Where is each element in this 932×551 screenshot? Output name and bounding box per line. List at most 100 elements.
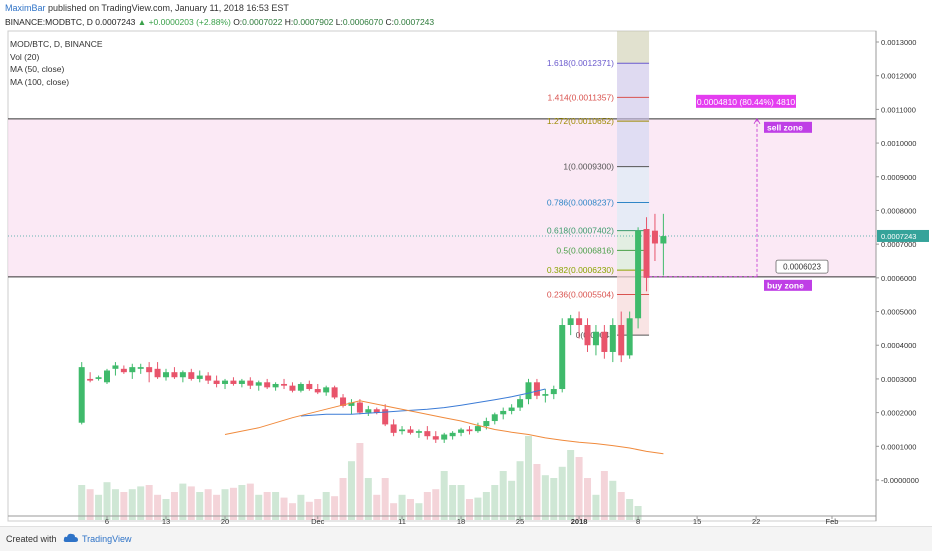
volume-bar: [246, 483, 254, 520]
fib-level-label: 1(0.0009300): [563, 162, 614, 172]
fib-band-3: [617, 166, 650, 231]
candle-body: [592, 331, 599, 346]
candle-body: [542, 394, 549, 396]
volume-bar: [288, 503, 296, 520]
volume-bar: [558, 466, 566, 520]
candle-body: [120, 368, 127, 373]
fib-level-label: 0.236(0.0005504): [547, 290, 614, 300]
candle-body: [626, 318, 633, 356]
price-tick-label: 0.0001000: [881, 442, 916, 451]
ma50-line: [224, 400, 664, 455]
candle-body: [356, 402, 363, 413]
volume-bar: [584, 478, 592, 520]
candle-body: [559, 325, 566, 390]
volume-bar: [280, 497, 288, 520]
volume-bar: [406, 499, 414, 520]
price-axis-bg: [876, 31, 932, 521]
volume-bar: [229, 487, 237, 520]
volume-bar: [575, 457, 583, 520]
candle-body: [205, 375, 212, 381]
buy-price-text: 0.0006023: [783, 263, 821, 272]
time-tick-label: Feb: [826, 517, 839, 526]
time-tick-label: 15: [693, 517, 701, 526]
candle-body: [171, 372, 178, 378]
candle-body: [87, 378, 94, 381]
volume-bar: [170, 492, 178, 520]
buy-zone-badge: [764, 279, 812, 291]
price-tick-label: 0.0012000: [881, 72, 916, 81]
price-tick-label: 0.0007000: [881, 240, 916, 249]
candle-body: [154, 368, 161, 378]
candle-body: [517, 399, 524, 408]
sell-zone-band: [8, 118, 876, 277]
buy-zone-label: buy zone: [767, 280, 804, 290]
volume-bar: [474, 497, 482, 520]
close-label: C:: [385, 17, 394, 27]
volume-bar: [314, 499, 322, 520]
volume-bar: [373, 494, 381, 520]
tradingview-brand[interactable]: TradingView: [82, 534, 132, 544]
volume-bar: [356, 443, 364, 520]
candle-body: [247, 380, 254, 386]
volume-bar: [347, 461, 355, 520]
author-link[interactable]: MaximBar: [5, 3, 46, 13]
volume-bar: [95, 494, 103, 520]
change-value: +0.0000203 (+2.88%): [148, 17, 231, 27]
volume-bar: [111, 489, 119, 520]
candle-body: [281, 383, 288, 386]
candle-body: [407, 429, 414, 433]
candle-body: [196, 375, 203, 379]
candle-body: [340, 397, 347, 406]
volume-bar: [541, 475, 549, 520]
legend-volume: Vol (20): [10, 51, 40, 62]
candle-body: [432, 436, 439, 440]
volume-bar: [415, 503, 423, 520]
fib-level-label: 0.786(0.0008237): [547, 197, 614, 207]
price-chart[interactable]: 1.618(0.0012371) 1.414(0.0011357) 1.272(0.…: [0, 28, 932, 526]
volume-bar: [550, 478, 558, 520]
legend-ma100: MA (100, close): [10, 76, 70, 87]
candle-body: [230, 380, 237, 384]
volume-bar: [381, 478, 389, 520]
low-label: L:: [335, 17, 343, 27]
volume-bar: [592, 494, 600, 520]
last-price: 0.0007243: [95, 17, 136, 27]
candle-body: [458, 429, 465, 433]
candle-body: [550, 389, 557, 395]
candle-body: [491, 414, 498, 422]
volume-bar: [516, 461, 524, 520]
volume-bar: [272, 492, 280, 520]
fib-band-1: [617, 63, 650, 122]
candle-body: [255, 382, 262, 386]
candle-body: [584, 325, 591, 346]
volume-bar: [255, 494, 263, 520]
candle-body: [365, 409, 372, 413]
candle-body: [137, 367, 144, 369]
volume-bar: [533, 464, 541, 520]
created-with-label: Created with: [6, 534, 57, 544]
chart-header: MaximBar published on TradingView.com, J…: [0, 0, 932, 32]
fib-band-5: [617, 270, 650, 336]
open-value: 0.0007022: [242, 17, 283, 27]
volume-bar: [154, 494, 162, 520]
fib-band-2: [617, 121, 650, 167]
high-value: 0.0007902: [293, 17, 334, 27]
buy-price-box: [775, 259, 829, 274]
candle-body: [306, 383, 313, 390]
candle-body: [660, 236, 667, 244]
volume-bar: [103, 482, 111, 520]
candle-body: [399, 429, 406, 432]
fib-level-label: 1.414(0.0011357): [548, 92, 615, 102]
volume-bar: [364, 478, 372, 520]
volume-bar: [626, 499, 634, 520]
candle-body: [567, 318, 574, 326]
volume-bar: [634, 506, 642, 520]
candle-body: [382, 409, 389, 425]
volume-bar: [86, 489, 94, 520]
price-tick-label: 0.0005000: [881, 308, 916, 317]
volume-bar: [491, 485, 499, 520]
candle-body: [643, 228, 650, 278]
candle-body: [466, 429, 473, 432]
sell-zone-label: sell zone: [767, 122, 803, 132]
time-tick-label: Dec: [311, 517, 325, 526]
